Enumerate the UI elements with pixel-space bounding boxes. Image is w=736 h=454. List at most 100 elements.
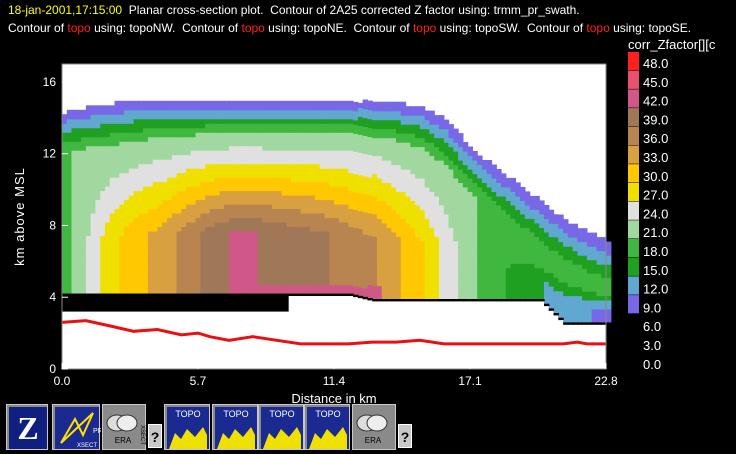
- reflectivity-cell: [314, 244, 321, 250]
- reflectivity-cell: [104, 239, 111, 245]
- reflectivity-cell: [62, 186, 68, 192]
- reflectivity-cell: [553, 232, 559, 238]
- reflectivity-cell: [186, 181, 192, 187]
- reflectivity-cell: [453, 258, 459, 264]
- reflectivity-cell: [381, 249, 388, 255]
- topo-xsect-icon-2[interactable]: TOPO: [212, 404, 258, 450]
- reflectivity-cell: [448, 204, 454, 210]
- reflectivity-cell: [376, 155, 383, 161]
- reflectivity-cell: [171, 195, 178, 201]
- reflectivity-cell: [176, 203, 182, 209]
- reflectivity-cell: [286, 253, 292, 259]
- reflectivity-cell: [252, 177, 259, 183]
- reflectivity-cell: [262, 118, 268, 124]
- reflectivity-cell: [76, 221, 82, 227]
- reflectivity-cell: [81, 208, 87, 214]
- reflectivity-cell: [104, 195, 111, 201]
- reflectivity-cell: [195, 114, 201, 120]
- reflectivity-cell: [152, 280, 159, 286]
- reflectivity-cell: [391, 267, 397, 273]
- clutter-cell: [548, 308, 555, 311]
- reflectivity-cell: [243, 253, 249, 259]
- reflectivity-cell: [310, 275, 316, 281]
- z-app-icon[interactable]: Z: [6, 404, 48, 450]
- reflectivity-cell: [515, 186, 521, 192]
- reflectivity-cell: [424, 191, 431, 197]
- reflectivity-cell: [510, 231, 516, 237]
- reflectivity-cell: [601, 255, 607, 261]
- reflectivity-cell: [224, 118, 230, 124]
- reflectivity-cell: [176, 199, 182, 205]
- reflectivity-cell: [66, 253, 73, 259]
- reflectivity-cell: [295, 177, 302, 183]
- reflectivity-cell: [300, 172, 306, 178]
- reflectivity-cell: [95, 141, 101, 147]
- reflectivity-cell: [381, 209, 388, 215]
- reflectivity-cell: [66, 280, 73, 286]
- reflectivity-cell: [353, 178, 359, 184]
- reflectivity-cell: [400, 173, 407, 179]
- reflectivity-cell: [367, 136, 373, 142]
- reflectivity-cell: [157, 248, 163, 254]
- help-icon-2[interactable]: ?: [398, 424, 412, 448]
- reflectivity-cell: [190, 154, 197, 160]
- reflectivity-cell: [95, 266, 101, 272]
- reflectivity-cell: [262, 226, 268, 232]
- reflectivity-cell: [252, 248, 259, 254]
- reflectivity-cell: [491, 173, 497, 179]
- reflectivity-cell: [310, 212, 316, 218]
- topo-xsect-icon-3[interactable]: TOPO: [258, 404, 304, 450]
- reflectivity-cell: [314, 136, 321, 142]
- reflectivity-cell: [209, 190, 216, 196]
- reflectivity-cell: [190, 199, 197, 205]
- reflectivity-cell: [481, 258, 488, 264]
- reflectivity-cell: [224, 114, 230, 120]
- reflectivity-cell: [372, 249, 378, 255]
- reflectivity-cell: [391, 106, 397, 112]
- reflectivity-cell: [558, 295, 564, 301]
- reflectivity-cell: [362, 198, 368, 204]
- reflectivity-cell: [152, 248, 159, 254]
- reflectivity-cell: [372, 209, 378, 215]
- reflectivity-cell: [281, 280, 287, 286]
- colorbar-label: 36.0: [643, 131, 668, 146]
- reflectivity-cell: [362, 261, 368, 267]
- reflectivity-cell: [510, 195, 516, 201]
- svg-text:XSECT: XSECT: [139, 425, 145, 445]
- reflectivity-cell: [291, 253, 297, 259]
- reflectivity-cell: [167, 262, 173, 268]
- reflectivity-cell: [257, 159, 263, 165]
- reflectivity-cell: [415, 195, 421, 201]
- era-icon[interactable]: ERA XSECT: [102, 404, 146, 450]
- reflectivity-cell: [95, 190, 101, 196]
- reflectivity-cell: [152, 132, 159, 138]
- reflectivity-cell: [334, 100, 340, 106]
- topo-xsect-icon-1[interactable]: TOPO: [164, 404, 210, 450]
- reflectivity-cell: [281, 136, 287, 142]
- reflectivity-cell: [515, 285, 521, 291]
- reflectivity-cell: [157, 109, 163, 115]
- reflectivity-cell: [448, 263, 454, 269]
- reflectivity-cell: [100, 230, 106, 236]
- pr-xsect-icon[interactable]: PR XSECT: [52, 404, 101, 450]
- reflectivity-cell: [257, 181, 263, 187]
- reflectivity-cell: [200, 253, 206, 259]
- topo-xsect-icon-4[interactable]: TOPO: [304, 404, 350, 450]
- reflectivity-cell: [186, 284, 192, 290]
- reflectivity-cell: [410, 182, 416, 188]
- reflectivity-cell: [114, 271, 120, 277]
- reflectivity-cell: [357, 237, 364, 243]
- reflectivity-cell: [577, 237, 583, 243]
- reflectivity-cell: [305, 118, 311, 124]
- reflectivity-cell: [124, 118, 130, 124]
- reflectivity-cell: [90, 271, 96, 277]
- help-icon[interactable]: ?: [148, 424, 162, 448]
- reflectivity-cell: [381, 186, 388, 192]
- era-icon-2[interactable]: ERA: [352, 404, 396, 450]
- reflectivity-cell: [167, 154, 173, 160]
- reflectivity-cell: [214, 235, 221, 241]
- reflectivity-cell: [434, 285, 440, 291]
- reflectivity-cell: [209, 159, 216, 165]
- reflectivity-cell: [324, 230, 330, 236]
- reflectivity-cell: [553, 236, 559, 242]
